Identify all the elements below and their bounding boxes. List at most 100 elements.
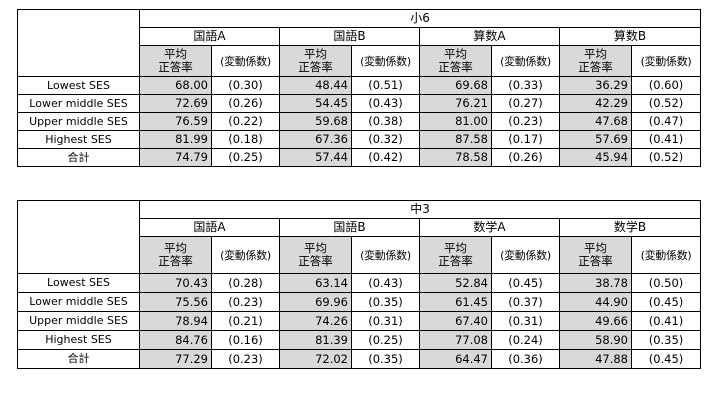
row-label: Highest SES — [17, 330, 140, 350]
cv-cell: (0.25) — [351, 330, 420, 350]
cv-cell: (0.32) — [351, 130, 420, 149]
corner-cell — [17, 9, 140, 28]
cv-cell: (0.22) — [211, 112, 280, 131]
cv-cell: (0.38) — [351, 112, 420, 131]
mean-score-cell: 74.79 — [139, 148, 212, 167]
cv-cell: (0.31) — [351, 311, 420, 331]
cv-cell: (0.26) — [491, 148, 560, 167]
cv-cell: (0.27) — [491, 94, 560, 113]
cv-cell: (0.45) — [491, 273, 560, 293]
mean-score-cell: 67.36 — [279, 130, 352, 149]
mean-score-cell: 78.58 — [419, 148, 492, 167]
table-row: Upper middle SES 78.94 (0.21) 74.26 (0.31) 67… — [17, 311, 702, 331]
cv-cell: (0.17) — [491, 130, 560, 149]
corner-cell — [17, 27, 140, 46]
table-row: Lowest SES 68.00 (0.30) 48.44 (0.51) 69.68 (0.… — [17, 76, 702, 95]
cv-header: (変動係数) — [491, 45, 560, 77]
cv-cell: (0.24) — [491, 330, 560, 350]
mean-score-cell: 87.58 — [419, 130, 492, 149]
row-label: Lowest SES — [17, 76, 140, 95]
mean-score-cell: 61.45 — [419, 292, 492, 312]
mean-score-cell: 42.29 — [559, 94, 632, 113]
mean-score-cell: 78.94 — [139, 311, 212, 331]
mean-score-header: 平均 正答率 — [559, 45, 632, 77]
mean-score-cell: 38.78 — [559, 273, 632, 293]
mean-score-cell: 36.29 — [559, 76, 632, 95]
cv-cell: (0.26) — [211, 94, 280, 113]
cv-cell: (0.43) — [351, 273, 420, 293]
cv-cell: (0.33) — [491, 76, 560, 95]
cv-cell: (0.25) — [211, 148, 280, 167]
cv-cell: (0.36) — [491, 349, 560, 369]
cv-cell: (0.23) — [211, 349, 280, 369]
mean-score-cell: 72.69 — [139, 94, 212, 113]
table-row: Lower middle SES 72.69 (0.26) 54.45 (0.43) 76… — [17, 94, 702, 113]
subject-header: 国語B — [279, 218, 420, 237]
cv-cell: (0.45) — [630, 349, 702, 369]
mean-score-cell: 54.45 — [279, 94, 352, 113]
row-label: Upper middle SES — [17, 112, 140, 131]
cv-cell: (0.35) — [630, 330, 702, 350]
cv-header: (変動係数) — [211, 236, 280, 274]
table-row: Upper middle SES 76.59 (0.22) 59.68 (0.38) 81… — [17, 112, 702, 131]
mean-score-header: 平均 正答率 — [419, 45, 492, 77]
mean-score-cell: 74.26 — [279, 311, 352, 331]
cv-header: (変動係数) — [491, 236, 560, 274]
mean-score-cell: 67.40 — [419, 311, 492, 331]
mean-score-cell: 81.99 — [139, 130, 212, 149]
cv-header: (変動係数) — [630, 45, 702, 77]
mean-score-cell: 52.84 — [419, 273, 492, 293]
row-label: 合計 — [17, 349, 140, 369]
subject-header: 数学A — [419, 218, 560, 237]
cv-cell: (0.35) — [351, 292, 420, 312]
grade-header: 中3 — [138, 200, 702, 219]
mean-score-header: 平均 正答率 — [419, 236, 492, 274]
cv-cell: (0.18) — [211, 130, 280, 149]
mean-score-cell: 64.47 — [419, 349, 492, 369]
mean-score-header: 平均 正答率 — [279, 45, 352, 77]
mean-score-header: 平均 正答率 — [279, 236, 352, 274]
table-row: 合計 77.29 (0.23) 72.02 (0.35) 64.47 (0.36) 47.88… — [17, 349, 702, 369]
mean-score-cell: 77.08 — [419, 330, 492, 350]
cv-header: (変動係数) — [630, 236, 702, 274]
mean-score-header: 平均 正答率 — [559, 236, 632, 274]
corner-cell — [17, 200, 140, 219]
mean-score-cell: 72.02 — [279, 349, 352, 369]
mean-score-cell: 81.39 — [279, 330, 352, 350]
cv-header: (変動係数) — [351, 45, 420, 77]
table-row: 合計 74.79 (0.25) 57.44 (0.42) 78.58 (0.26) 45.94… — [17, 148, 702, 167]
cv-cell: (0.28) — [211, 273, 280, 293]
cv-cell: (0.45) — [630, 292, 702, 312]
cv-cell: (0.31) — [491, 311, 560, 331]
cv-cell: (0.35) — [351, 349, 420, 369]
cv-cell: (0.37) — [491, 292, 560, 312]
cv-cell: (0.42) — [351, 148, 420, 167]
subject-header: 国語A — [139, 218, 280, 237]
mean-score-cell: 44.90 — [559, 292, 632, 312]
row-label: Upper middle SES — [17, 311, 140, 331]
cv-cell: (0.23) — [491, 112, 560, 131]
mean-score-cell: 81.00 — [419, 112, 492, 131]
grade-header: 小6 — [138, 9, 702, 28]
subject-header: 算数B — [558, 27, 702, 46]
row-label: 合計 — [17, 148, 140, 167]
cv-cell: (0.52) — [630, 148, 702, 167]
mean-score-cell: 70.43 — [139, 273, 212, 293]
mean-score-cell: 84.76 — [139, 330, 212, 350]
mean-score-cell: 45.94 — [559, 148, 632, 167]
row-label: Highest SES — [17, 130, 140, 149]
table-row: Highest SES 81.99 (0.18) 67.36 (0.32) 87.58 (0… — [17, 130, 702, 149]
cv-header: (変動係数) — [211, 45, 280, 77]
table-grade9: 中3 国語A 国語B 数学A 数学B 平均 正答率 (変動係数) 平均 正答率 (変動係数) 平均… — [17, 200, 702, 369]
cv-cell: (0.52) — [630, 94, 702, 113]
mean-score-cell: 49.66 — [559, 311, 632, 331]
mean-score-cell: 69.68 — [419, 76, 492, 95]
mean-score-cell: 59.68 — [279, 112, 352, 131]
table-row: Highest SES 84.76 (0.16) 81.39 (0.25) 77.08 (0… — [17, 330, 702, 350]
cv-cell: (0.41) — [630, 311, 702, 331]
cv-cell: (0.47) — [630, 112, 702, 131]
mean-score-cell: 68.00 — [139, 76, 212, 95]
cv-cell: (0.41) — [630, 130, 702, 149]
mean-score-cell: 58.90 — [559, 330, 632, 350]
mean-score-cell: 76.59 — [139, 112, 212, 131]
